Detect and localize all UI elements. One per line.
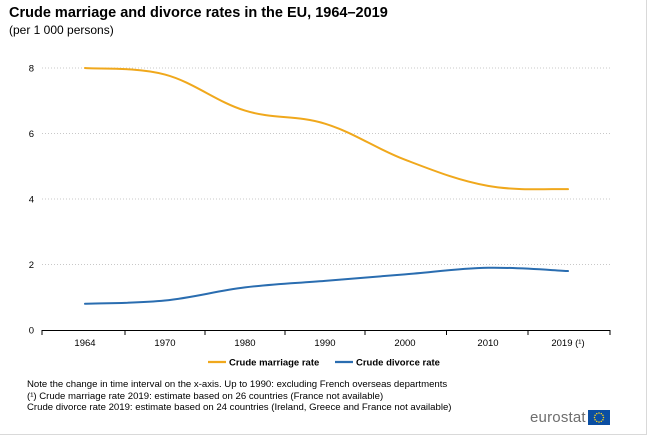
x-tick-label: 1980 [234,338,255,349]
footnote-line: Crude divorce rate 2019: estimate based … [27,402,452,413]
divorce-rate-line [84,266,569,305]
eu-flag-icon [587,410,610,425]
footnote-line: Note the change in time interval on the … [27,379,448,390]
flag-star [600,420,602,423]
legend-label: Crude marriage rate [229,358,319,369]
marriage-rate-line [84,67,569,191]
y-tick-label: 6 [29,129,34,140]
x-tick-label: 1964 [74,338,95,349]
x-tick-label: 2019 (¹) [551,338,584,349]
series-lines [84,67,569,305]
x-tick-label: 2000 [394,338,415,349]
flag-star [598,412,600,414]
flag-star [601,419,604,421]
logo-text: eurostat [530,409,586,426]
y-axis-ticks: 0 2 4 6 8 [29,64,34,337]
footnote-line: (¹) Crude marriage rate 2019: estimate b… [27,390,384,402]
flag-star [601,414,604,416]
flag-star [594,414,596,416]
flag-star [600,412,602,415]
y-tick-label: 2 [29,260,34,271]
grid-lines [42,67,610,265]
line-chart: 0 2 4 6 8 1964 1970 1980 1990 2000 2010 2019 (¹) C… [29,64,611,369]
flag-star [593,416,596,419]
y-tick-label: 0 [29,326,34,337]
y-tick-label: 4 [29,195,34,206]
flag-star [598,421,600,423]
eurostat-logo: eurostat [530,409,610,426]
x-tick-label: 1990 [314,338,335,349]
x-tick-label: 2010 [477,338,498,349]
flag-star [594,419,596,421]
legend-label: Crude divorce rate [356,358,440,369]
chart-subtitle: (per 1 000 persons) [9,23,114,37]
x-tick-label: 1970 [154,338,175,349]
chart-title: Crude marriage and divorce rates in the … [9,5,388,21]
flag-star [595,420,598,423]
x-axis: 1964 1970 1980 1990 2000 2010 2019 (¹) [41,330,611,349]
y-tick-label: 8 [29,64,34,75]
legend: Crude marriage rate Crude divorce rate [208,358,440,369]
flag-star [595,412,598,415]
footnotes: Note the change in time interval on the … [27,379,452,414]
flag-star [602,416,605,419]
